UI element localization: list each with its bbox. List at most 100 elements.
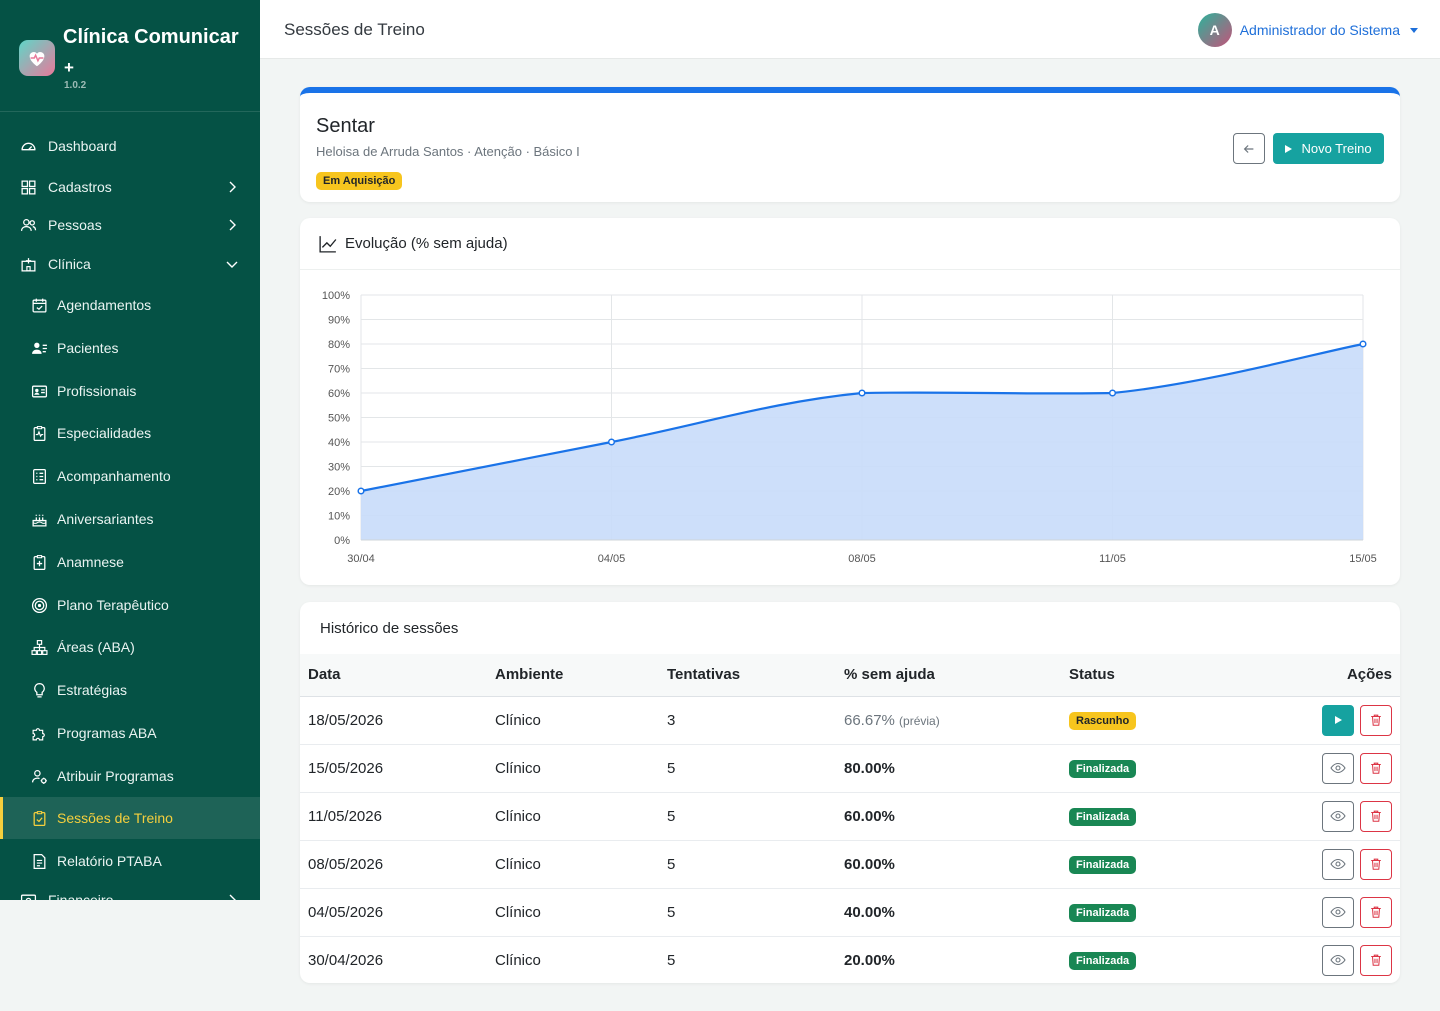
sidebar-item-label: Atribuir Programas (57, 768, 174, 784)
sidebar-item-estrategias[interactable]: Estratégias (0, 669, 260, 711)
cell-status: Finalizada (1061, 840, 1261, 889)
trash-icon (1371, 954, 1381, 966)
x-tick-label: 08/05 (848, 553, 876, 565)
sidebar-item-dashboard[interactable]: Dashboard (0, 126, 260, 166)
y-tick-label: 0% (334, 535, 350, 547)
y-tick-label: 40% (328, 437, 350, 449)
sidebar-item-especialidades[interactable]: Especialidades (0, 412, 260, 454)
cell-environment: Clínico (487, 936, 659, 983)
y-tick-label: 90% (328, 315, 350, 327)
program-status-badge: Em Aquisição (316, 172, 403, 190)
col-header-environment: Ambiente (487, 654, 659, 697)
delete-session-button[interactable] (1360, 944, 1392, 976)
sidebar-item-relatorio-ptaba[interactable]: Relatório PTABA (0, 840, 260, 882)
sidebar: Clínica Comunicar + 1.0.2 Dashboard Cadas… (0, 0, 260, 900)
hierarchy-icon (30, 638, 48, 656)
view-session-button[interactable] (1322, 752, 1354, 784)
sidebar-item-label: Acompanhamento (57, 468, 171, 484)
app-version: 1.0.2 (64, 80, 87, 91)
cell-status: Finalizada (1061, 936, 1261, 983)
program-subtitle: Heloisa de Arruda Santos · Atenção · Bás… (316, 144, 580, 159)
sidebar-item-acompanhamento[interactable]: Acompanhamento (0, 455, 260, 497)
col-header-actions: Ações (1261, 654, 1400, 697)
data-point (858, 389, 866, 397)
data-point (1108, 389, 1117, 397)
cake-icon (30, 510, 48, 528)
sidebar-item-financeiro[interactable]: Financeiro (0, 880, 260, 900)
y-tick-label: 60% (328, 388, 350, 400)
back-button[interactable] (1233, 133, 1265, 164)
sidebar-item-pessoas[interactable]: Pessoas (0, 205, 260, 245)
sidebar-item-programas-aba[interactable]: Programas ABA (0, 712, 260, 754)
session-history-card: Histórico de sessões Data Ambiente Tenta… (300, 602, 1400, 983)
brand-plus: + (64, 58, 74, 77)
trash-icon (1371, 810, 1381, 822)
sidebar-item-agendamentos[interactable]: Agendamentos (0, 284, 260, 326)
status-badge: Finalizada (1069, 807, 1137, 826)
y-tick-label: 100% (322, 290, 350, 302)
cell-date: 11/05/2026 (300, 792, 487, 841)
y-tick-label: 10% (328, 511, 350, 523)
eye-icon (1330, 810, 1346, 822)
chevron-right-icon (229, 894, 236, 900)
sidebar-item-clinica[interactable]: Clínica (0, 244, 260, 284)
trash-icon (1371, 762, 1381, 774)
percent-note: (prévia) (899, 713, 940, 728)
user-menu[interactable]: A Administrador do Sistema (1197, 13, 1418, 47)
x-tick-label: 11/05 (1099, 553, 1126, 565)
cell-actions (1261, 888, 1400, 937)
status-badge: Finalizada (1069, 855, 1137, 874)
cell-date: 18/05/2026 (300, 696, 487, 745)
cell-attempts: 5 (659, 792, 836, 841)
sidebar-item-plano-terapeutico[interactable]: Plano Terapêutico (0, 584, 260, 626)
sidebar-item-anamnese[interactable]: Anamnese (0, 541, 260, 583)
status-badge: Finalizada (1069, 951, 1137, 970)
sidebar-item-profissionais[interactable]: Profissionais (0, 370, 260, 412)
play-icon (1335, 716, 1342, 724)
delete-session-button[interactable] (1360, 752, 1392, 784)
patients-icon (30, 339, 48, 357)
sidebar-item-aniversariantes[interactable]: Aniversariantes (0, 498, 260, 540)
view-session-button[interactable] (1322, 800, 1354, 832)
new-training-label: Novo Treino (1301, 141, 1372, 156)
sidebar-item-sessoes-de-treino[interactable]: Sessões de Treino (0, 797, 260, 839)
view-session-button[interactable] (1322, 848, 1354, 880)
checklist-icon (30, 467, 48, 485)
view-session-button[interactable] (1322, 944, 1354, 976)
cell-status: Finalizada (1061, 888, 1261, 937)
sidebar-item-atribuir-programas[interactable]: Atribuir Programas (0, 755, 260, 797)
cell-environment: Clínico (487, 696, 659, 745)
page-title: Sessões de Treino (284, 20, 425, 39)
sidebar-item-pacientes[interactable]: Pacientes (0, 327, 260, 369)
x-tick-label: 15/05 (1349, 553, 1377, 565)
new-training-button[interactable]: Novo Treino (1273, 133, 1384, 164)
id-card-icon (30, 382, 48, 400)
delete-session-button[interactable] (1360, 704, 1392, 736)
resume-session-button[interactable] (1322, 704, 1354, 736)
delete-session-button[interactable] (1360, 896, 1392, 928)
sidebar-item-areas-aba[interactable]: Áreas (ABA) (0, 626, 260, 668)
cell-date: 15/05/2026 (300, 744, 487, 793)
sidebar-item-cadastros[interactable]: Cadastros (0, 167, 260, 207)
cell-environment: Clínico (487, 792, 659, 841)
clipboard-pulse-icon (30, 424, 48, 442)
program-title: Sentar (316, 115, 375, 137)
sidebar-item-label: Áreas (ABA) (57, 639, 135, 655)
delete-session-button[interactable] (1360, 848, 1392, 880)
percent-value: 66.67% (844, 711, 895, 729)
sidebar-item-label: Clínica (48, 256, 91, 272)
user-gear-icon (30, 767, 48, 785)
sidebar-item-label: Pessoas (48, 217, 102, 233)
sidebar-item-label: Pacientes (57, 340, 119, 356)
puzzle-icon (30, 724, 48, 742)
table-row: 08/05/2026 Clínico 5 60.00% Finalizada (300, 840, 1400, 889)
cell-actions (1261, 744, 1400, 793)
table-row: 04/05/2026 Clínico 5 40.00% Finalizada (300, 888, 1400, 937)
view-session-button[interactable] (1322, 896, 1354, 928)
lightbulb-icon (30, 681, 48, 699)
cell-date: 08/05/2026 (300, 840, 487, 889)
calendar-icon (30, 296, 48, 314)
clipboard-plus-icon (30, 553, 48, 571)
delete-session-button[interactable] (1360, 800, 1392, 832)
arrow-left-icon (1243, 144, 1254, 153)
